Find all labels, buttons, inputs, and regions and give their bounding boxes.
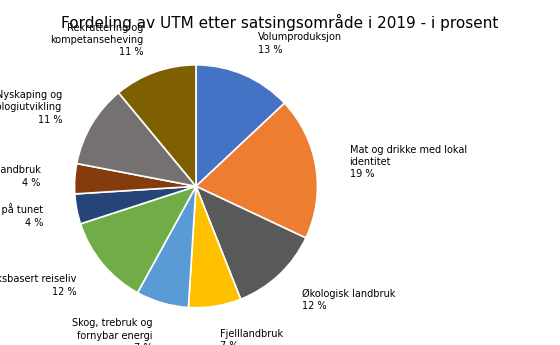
Text: Inn på tunet
4 %: Inn på tunet 4 % (0, 203, 43, 228)
Text: Fordeling av UTM etter satsingsområde i 2019 - i prosent: Fordeling av UTM etter satsingsområde i … (61, 14, 499, 31)
Wedge shape (81, 186, 196, 293)
Wedge shape (196, 103, 318, 238)
Wedge shape (188, 186, 241, 308)
Wedge shape (74, 164, 196, 194)
Wedge shape (196, 65, 284, 186)
Text: Rekruttering og
kompetanseheving
11 %: Rekruttering og kompetanseheving 11 % (50, 23, 143, 58)
Wedge shape (196, 186, 306, 299)
Text: Økologisk landbruk
12 %: Økologisk landbruk 12 % (302, 288, 396, 311)
Text: Urbant landbruk
4 %: Urbant landbruk 4 % (0, 165, 41, 188)
Text: Volumproduksjon
13 %: Volumproduksjon 13 % (258, 32, 342, 55)
Wedge shape (77, 93, 196, 186)
Text: Nyskaping og
teknologiutvikling
11 %: Nyskaping og teknologiutvikling 11 % (0, 90, 62, 125)
Wedge shape (75, 186, 196, 224)
Text: Fjelllandbruk
7 %: Fjelllandbruk 7 % (220, 329, 283, 345)
Text: Mat og drikke med lokal
identitet
19 %: Mat og drikke med lokal identitet 19 % (349, 145, 466, 179)
Text: Skog, trebruk og
fornybar energi
7 %: Skog, trebruk og fornybar energi 7 % (72, 318, 153, 345)
Text: Landbruksbasert reiseliv
12 %: Landbruksbasert reiseliv 12 % (0, 274, 76, 297)
Wedge shape (119, 65, 196, 186)
Wedge shape (138, 186, 196, 307)
